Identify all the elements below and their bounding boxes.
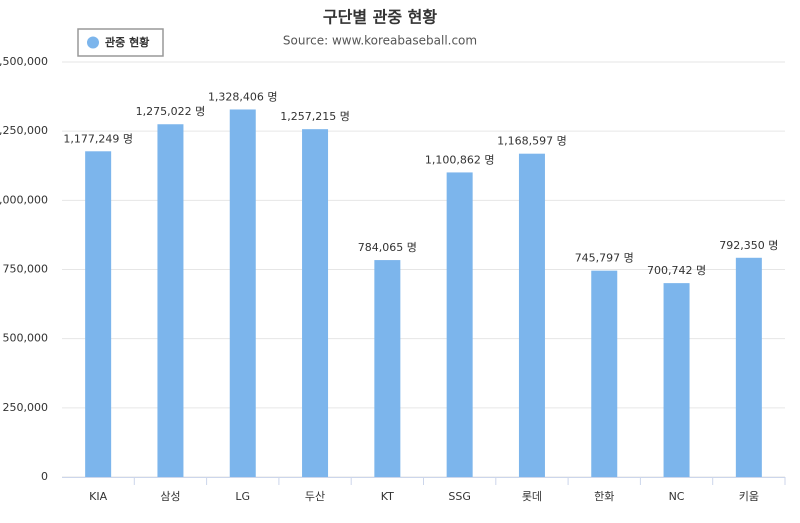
data-label: 700,742 명 (647, 264, 706, 277)
y-tick-label: 1,000,000 (0, 193, 48, 206)
y-tick-label: 1,500,000 (0, 55, 48, 68)
bar (591, 270, 618, 477)
bar (735, 257, 762, 477)
data-label: 792,350 명 (719, 239, 778, 252)
y-tick-label: 1,250,000 (0, 124, 48, 137)
x-tick-label: 한화 (594, 490, 614, 503)
y-tick-label: 750,000 (3, 263, 49, 276)
x-tick-label: KT (381, 490, 394, 503)
x-tick-label: 두산 (305, 490, 325, 503)
y-tick-label: 0 (41, 470, 48, 483)
chart-subtitle: Source: www.koreabaseball.com (283, 34, 477, 48)
x-tick-label: 삼성 (160, 490, 180, 503)
data-label: 784,065 명 (358, 241, 417, 254)
x-tick-label: KIA (89, 490, 107, 503)
y-tick-label: 250,000 (3, 401, 49, 414)
data-label: 1,168,597 명 (497, 135, 567, 148)
x-tick-label: NC (669, 490, 685, 503)
chart-title: 구단별 관중 현황 (323, 8, 437, 27)
data-label: 1,100,862 명 (425, 153, 495, 166)
bar (518, 153, 545, 477)
legend-marker (87, 36, 99, 49)
bar (229, 109, 256, 478)
x-tick-label: SSG (448, 490, 471, 503)
bar (157, 124, 184, 478)
data-label: 1,275,022 명 (136, 105, 206, 118)
data-label: 1,257,215 명 (280, 110, 350, 123)
bar (374, 260, 401, 477)
bar (302, 129, 329, 477)
bar (663, 283, 690, 477)
x-tick-label: 롯데 (522, 490, 542, 503)
y-tick-label: 500,000 (3, 332, 49, 345)
data-label: 745,797 명 (575, 252, 634, 265)
data-label: 1,328,406 명 (208, 90, 278, 103)
bar (85, 151, 112, 478)
data-label: 1,177,249 명 (63, 132, 133, 145)
legend-label: 관중 현황 (105, 35, 149, 49)
bar (446, 172, 473, 478)
x-tick-label: LG (235, 490, 250, 503)
x-tick-label: 키움 (739, 490, 759, 503)
